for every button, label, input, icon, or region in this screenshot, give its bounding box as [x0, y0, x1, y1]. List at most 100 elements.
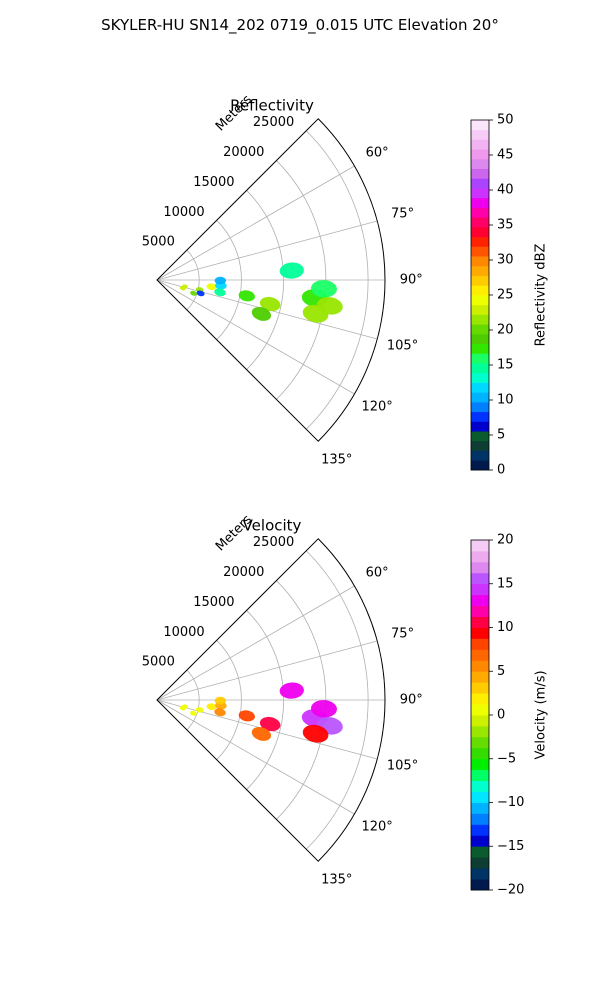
colorbar-segment — [471, 168, 489, 179]
colorbar-tick-label: 25 — [497, 288, 514, 303]
colorbar-tick-label: 10 — [497, 620, 514, 635]
colorbar-segment — [471, 363, 489, 374]
echo-cell — [195, 707, 204, 713]
colorbar-tick-label: 0 — [497, 463, 505, 478]
colorbar-tick-label: 45 — [497, 148, 514, 163]
colorbar-tick-label: 15 — [497, 358, 514, 373]
colorbar-segment — [471, 411, 489, 422]
echo-cell — [214, 288, 226, 297]
colorbar-segment — [471, 149, 489, 160]
colorbar-segment — [471, 256, 489, 267]
colorbar-segment — [471, 638, 489, 650]
colorbar-segment — [471, 594, 489, 607]
colorbar-segment — [471, 304, 489, 315]
colorbar-tick-label: 30 — [497, 253, 514, 268]
colorbar-tick-label: 5 — [497, 428, 505, 443]
echo-cell — [279, 262, 304, 279]
colorbar-segment — [471, 226, 489, 238]
colorbar-segment — [471, 450, 489, 461]
colorbar-segment — [471, 178, 489, 189]
colorbar-segment — [471, 295, 489, 306]
colorbar-segment — [471, 835, 489, 847]
colorbar-tick-label: 50 — [497, 113, 514, 128]
azimuth-tick-label: 135° — [321, 872, 352, 887]
colorbar-segment — [471, 879, 489, 891]
colorbar-tick-label: 20 — [497, 323, 514, 338]
colorbar-segment — [471, 682, 489, 694]
colorbar-segment — [471, 440, 489, 451]
colorbar-segment — [471, 758, 489, 771]
echo-cell — [310, 280, 337, 298]
echo-cell — [279, 682, 304, 699]
echo-cell — [190, 710, 197, 716]
echo-cell — [179, 286, 186, 291]
colorbar-segment — [471, 660, 489, 672]
azimuth-tick-label: 120° — [361, 400, 392, 415]
colorbar-segment — [471, 725, 489, 738]
colorbar-tick-label: 15 — [497, 576, 514, 591]
echo-cell — [214, 696, 227, 705]
azimuth-tick-label: 75° — [391, 207, 414, 222]
colorbar-tick-label: 5 — [497, 664, 505, 679]
azimuth-tick-label: 120° — [361, 820, 392, 835]
panel-title: Reflectivity — [230, 97, 314, 115]
colorbar-segment — [471, 246, 489, 257]
azimuth-tick-label: 105° — [387, 338, 418, 353]
colorbar-tick-label: 20 — [497, 533, 514, 548]
colorbar-segment — [471, 791, 489, 803]
colorbar-segment — [471, 693, 489, 705]
echo-cell — [206, 283, 217, 291]
colorbar-segment — [471, 158, 489, 170]
range-tick-label: 5000 — [142, 235, 175, 250]
colorbar-segment — [471, 736, 489, 749]
echo-cell — [238, 290, 255, 302]
colorbar-segment — [471, 649, 489, 661]
range-tick-label: 25000 — [253, 535, 294, 550]
colorbar-segment — [471, 188, 489, 199]
colorbar-segment — [471, 382, 489, 393]
azimuth-tick-label: 60° — [366, 565, 389, 580]
colorbar-segment — [471, 605, 489, 617]
colorbar-segment — [471, 780, 489, 792]
range-tick-label: 10000 — [163, 625, 204, 640]
echo-cell — [196, 290, 205, 297]
colorbar-segment — [471, 583, 489, 596]
figure-title: SKYLER-HU SN14_202 0719_0.015 UTC Elevat… — [101, 16, 499, 34]
azimuth-tick-label: 90° — [400, 273, 423, 288]
colorbar-segment — [471, 616, 489, 628]
colorbar-tick-label: 10 — [497, 393, 514, 408]
echo-cell — [214, 708, 226, 717]
colorbar-segment — [471, 627, 489, 639]
colorbar-segment — [471, 392, 489, 403]
colorbar-tick-label: −20 — [497, 883, 524, 898]
colorbar-segment — [471, 265, 489, 276]
colorbar-segment — [471, 275, 489, 286]
colorbar-segment — [471, 824, 489, 836]
colorbar-segment — [471, 540, 489, 552]
colorbar-segment — [471, 197, 489, 208]
colorbar-segment — [471, 802, 489, 814]
azimuth-gridline — [156, 585, 355, 701]
echo-cell — [259, 296, 281, 312]
range-tick-label: 5000 — [142, 655, 175, 670]
echo-cell — [238, 710, 255, 722]
colorbar-segment — [471, 129, 489, 140]
colorbar-segment — [471, 460, 489, 471]
echo-cell — [251, 726, 272, 741]
colorbar-label: Reflectivity dBZ — [534, 244, 549, 347]
azimuth-tick-label: 75° — [391, 627, 414, 642]
colorbar-segment — [471, 704, 489, 716]
colorbar-segment — [471, 421, 489, 432]
range-tick-label: 25000 — [253, 115, 294, 130]
colorbar-segment — [471, 868, 489, 880]
colorbar-segment — [471, 846, 489, 858]
colorbar-segment — [471, 343, 489, 354]
echo-cell — [179, 706, 186, 711]
azimuth-gridline — [156, 220, 378, 281]
azimuth-gridline — [156, 165, 355, 281]
echo-cell — [206, 703, 217, 711]
colorbar-segment — [471, 314, 489, 325]
sector-outline — [156, 538, 386, 862]
azimuth-tick-label: 90° — [400, 693, 423, 708]
